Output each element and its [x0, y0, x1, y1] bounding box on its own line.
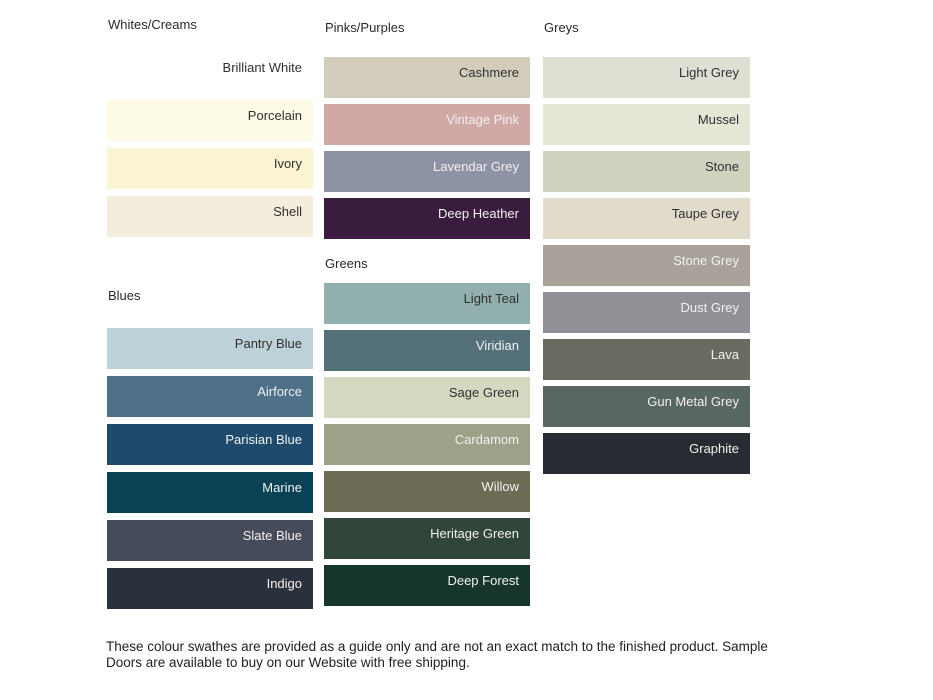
colour-swatch-label: Marine	[262, 480, 302, 495]
colour-swatch: Heritage Green	[324, 518, 530, 559]
colour-swatch: Light Teal	[324, 283, 530, 324]
colour-swatch: Gun Metal Grey	[543, 386, 750, 427]
colour-swatch: Deep Forest	[324, 565, 530, 606]
colour-swatch-label: Willow	[481, 479, 519, 494]
group-title: Greys	[544, 20, 579, 35]
colour-swatch-label: Light Teal	[463, 291, 519, 306]
footer-note-line2: Doors are available to buy on our Websit…	[106, 654, 470, 670]
colour-swatch-label: Lava	[710, 347, 739, 362]
colour-swatch-label: Pantry Blue	[234, 336, 302, 351]
group-title: Whites/Creams	[108, 17, 197, 32]
colour-swatch: Stone	[543, 151, 750, 192]
colour-swatch: Pantry Blue	[107, 328, 313, 369]
colour-swatch-label: Viridian	[475, 338, 519, 353]
colour-swatch-label: Stone Grey	[673, 253, 739, 268]
colour-swatch-label: Slate Blue	[242, 528, 302, 543]
group-title: Greens	[325, 256, 368, 271]
group-title: Pinks/Purples	[325, 20, 405, 35]
group-title: Blues	[108, 288, 141, 303]
palette-column: Pinks/Purples Cashmere Vintage Pink Lavenda…	[324, 0, 530, 700]
colour-swatch-label: Ivory	[273, 156, 302, 171]
colour-swatch: Cashmere	[324, 57, 530, 98]
colour-swatch-label: Light Grey	[679, 65, 739, 80]
colour-swatch: Graphite	[543, 433, 750, 474]
colour-swatch-label: Parisian Blue	[225, 432, 302, 447]
colour-swatch-label: Gun Metal Grey	[647, 394, 739, 409]
colour-swatch: Light Grey	[543, 57, 750, 98]
footer-note-line1: These colour swathes are provided as a g…	[106, 639, 768, 654]
colour-swatch-label: Graphite	[689, 441, 739, 456]
colour-swatch-label: Taupe Grey	[671, 206, 739, 221]
colour-swatch: Porcelain	[107, 100, 313, 141]
colour-swatch: Willow	[324, 471, 530, 512]
colour-swatch-label: Porcelain	[247, 108, 302, 123]
colour-swatch-label: Heritage Green	[430, 526, 519, 541]
colour-swatch: Vintage Pink	[324, 104, 530, 145]
colour-swatch-label: Indigo	[266, 576, 302, 591]
colour-swatch: Taupe Grey	[543, 198, 750, 239]
colour-swatch: Viridian	[324, 330, 530, 371]
colour-swatch: Mussel	[543, 104, 750, 145]
colour-swatch-label: Dust Grey	[680, 300, 739, 315]
colour-swatch-label: Sage Green	[448, 385, 519, 400]
palette-column: Greys Light Grey Mussel Stone Taupe Grey Ston…	[543, 0, 750, 700]
colour-swatch: Cardamom	[324, 424, 530, 465]
colour-swatch: Marine	[107, 472, 313, 513]
colour-swatch: Brilliant White	[107, 52, 313, 93]
palette-column: Whites/Creams Brilliant White Porcelain Ivo…	[107, 0, 313, 700]
colour-swatch-label: Shell	[273, 204, 302, 219]
colour-swatch-label: Brilliant White	[222, 60, 302, 75]
colour-swatch-label: Deep Heather	[438, 206, 519, 221]
colour-swatch: Stone Grey	[543, 245, 750, 286]
footer-note: These colour swathes are provided as a g…	[106, 639, 806, 670]
colour-swatch: Airforce	[107, 376, 313, 417]
colour-swatch: Lava	[543, 339, 750, 380]
colour-swatch-label: Deep Forest	[447, 573, 519, 588]
colour-swatch: Ivory	[107, 148, 313, 189]
colour-swatch: Slate Blue	[107, 520, 313, 561]
colour-swatch: Parisian Blue	[107, 424, 313, 465]
colour-swatch: Indigo	[107, 568, 313, 609]
colour-swatch-label: Airforce	[257, 384, 302, 399]
colour-swatch-label: Cardamom	[454, 432, 519, 447]
colour-swatch-label: Lavendar Grey	[433, 159, 519, 174]
colour-swatch-label: Vintage Pink	[446, 112, 519, 127]
colour-swatch-label: Mussel	[697, 112, 739, 127]
colour-swatch: Deep Heather	[324, 198, 530, 239]
colour-swatch: Shell	[107, 196, 313, 237]
colour-swatch-label: Stone	[705, 159, 739, 174]
colour-swatch: Dust Grey	[543, 292, 750, 333]
colour-swatch-label: Cashmere	[459, 65, 519, 80]
colour-swatch: Lavendar Grey	[324, 151, 530, 192]
colour-swatch: Sage Green	[324, 377, 530, 418]
